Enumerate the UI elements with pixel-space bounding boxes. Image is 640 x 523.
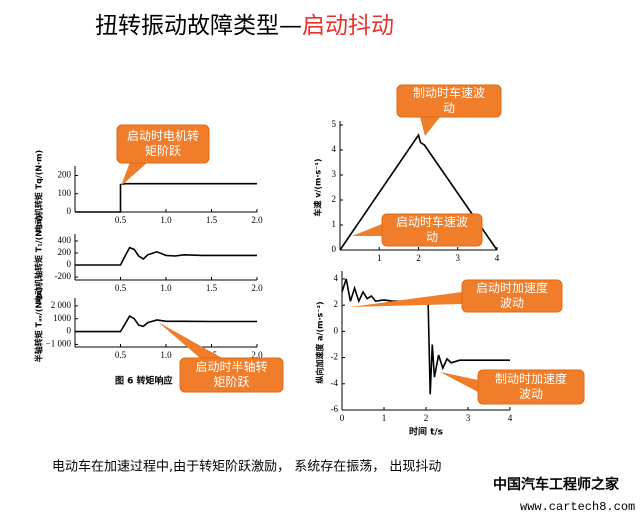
y-tick-label: 0 xyxy=(67,259,72,269)
y-tick-label: 100 xyxy=(58,188,72,198)
callout-pointer xyxy=(121,162,148,186)
y-tick-label: -4 xyxy=(331,378,339,388)
y-tick-label: 5 xyxy=(332,119,337,129)
x-tick-label: 1 xyxy=(377,253,382,263)
callout-text: 矩阶跃 xyxy=(145,144,181,158)
callout-text: 启动时电机转 xyxy=(127,128,199,143)
y-axis-label: 半轴转矩 Tₐₓ/(N·m) xyxy=(34,287,44,363)
callout-box xyxy=(116,124,210,164)
callout-box xyxy=(179,357,284,393)
y-tick-label: 200 xyxy=(58,170,72,180)
callout-pointer xyxy=(352,224,382,236)
y-tick-label: 4 xyxy=(332,144,337,154)
x-tick-label: 1.0 xyxy=(160,350,172,360)
callout-box xyxy=(461,279,563,313)
y-tick-label: 2 xyxy=(332,194,337,204)
y-axis-label: 纵向加速度 a/(m·s⁻²) xyxy=(315,301,325,383)
x-tick-label: 2.0 xyxy=(251,215,263,225)
y-tick-label: 0 xyxy=(67,206,72,216)
watermark-name: 中国汽车工程师之家 xyxy=(493,476,620,493)
x-tick-label: 1.0 xyxy=(160,283,172,293)
y-tick-label: -200 xyxy=(55,271,72,281)
x-tick-label: 2 xyxy=(424,413,429,423)
data-line xyxy=(339,133,498,251)
x-tick-label: 1.0 xyxy=(160,215,172,225)
y-tick-label: -2 xyxy=(331,352,339,362)
y-tick-label: 0 xyxy=(332,244,337,254)
y-tick-label: −1 000 xyxy=(46,338,72,348)
x-tick-label: 2.0 xyxy=(251,283,263,293)
x-tick-label: 3 xyxy=(456,253,461,263)
data-line xyxy=(75,246,257,266)
y-tick-label: -6 xyxy=(331,404,339,414)
callout-text: 制动时加速度 xyxy=(495,371,567,386)
x-tick-label: 1.5 xyxy=(206,283,218,293)
slide-title: 扭转振动故障类型—启动抖动 xyxy=(95,13,394,39)
x-tick-label: 1.5 xyxy=(206,215,218,225)
callout-text: 矩阶跃 xyxy=(213,375,249,389)
watermark-url: www.cartech8.com xyxy=(520,500,635,514)
callout-pointer xyxy=(440,372,478,392)
y-axis-label: 车速 v/(m·s⁻¹) xyxy=(313,158,323,216)
callout-pointer xyxy=(158,322,222,358)
caption: 电动车在加速过程中,由于转矩阶跃激励， 系统存在振荡， 出现抖动 xyxy=(52,459,441,475)
callout-text: 动 xyxy=(443,101,455,115)
data-line xyxy=(75,315,257,333)
title-highlight: 启动抖动 xyxy=(302,13,394,39)
callout-pointer xyxy=(420,117,440,136)
data-line xyxy=(75,182,257,213)
y-tick-label: 4 xyxy=(334,273,339,283)
y-axis-label: 电动机轴转矩 T₁/(N·m) xyxy=(34,215,44,303)
y-tick-label: 2 xyxy=(334,299,339,309)
x-tick-label: 1 xyxy=(382,413,387,423)
callout-text: 动 xyxy=(426,230,438,244)
y-tick-label: 400 xyxy=(58,235,72,245)
x-tick-label: 0 xyxy=(340,413,345,423)
title-main: 扭转振动故障类型— xyxy=(95,13,302,39)
x-tick-label: 0.5 xyxy=(115,283,127,293)
y-tick-label: 200 xyxy=(58,247,72,257)
callout-text: 制动时车速波 xyxy=(413,85,485,100)
callout-text: 波动 xyxy=(500,296,524,310)
figure-caption: 图 6 转矩响应 xyxy=(115,375,173,387)
x-tick-label: 2.0 xyxy=(251,350,263,360)
y-tick-label: 0 xyxy=(334,325,339,335)
x-tick-label: 3 xyxy=(466,413,471,423)
callout-text: 启动时加速度 xyxy=(476,280,548,295)
callout-box xyxy=(396,84,502,118)
x-axis-label: 时间 t/s xyxy=(409,426,443,438)
y-tick-label: 1000 xyxy=(53,313,72,323)
y-tick-label: 2 000 xyxy=(51,300,72,310)
callout-text: 启动时车速波 xyxy=(396,214,468,229)
callout-text: 启动时半轴转 xyxy=(195,359,267,374)
x-tick-label: 0.5 xyxy=(115,215,127,225)
callout-pointer xyxy=(350,292,462,307)
y-tick-label: 1 xyxy=(332,219,337,229)
x-tick-label: 2 xyxy=(416,253,421,263)
callout-text: 波动 xyxy=(519,387,543,401)
callout-box xyxy=(477,369,585,405)
y-tick-label: 3 xyxy=(332,169,337,179)
callout-box xyxy=(381,213,483,247)
x-tick-label: 4 xyxy=(508,413,513,423)
y-axis-label: 电动机转矩 Tq/(N·m) xyxy=(34,150,44,232)
x-tick-label: 0.5 xyxy=(115,350,127,360)
y-tick-label: 0 xyxy=(67,326,72,336)
x-tick-label: 4 xyxy=(495,253,500,263)
